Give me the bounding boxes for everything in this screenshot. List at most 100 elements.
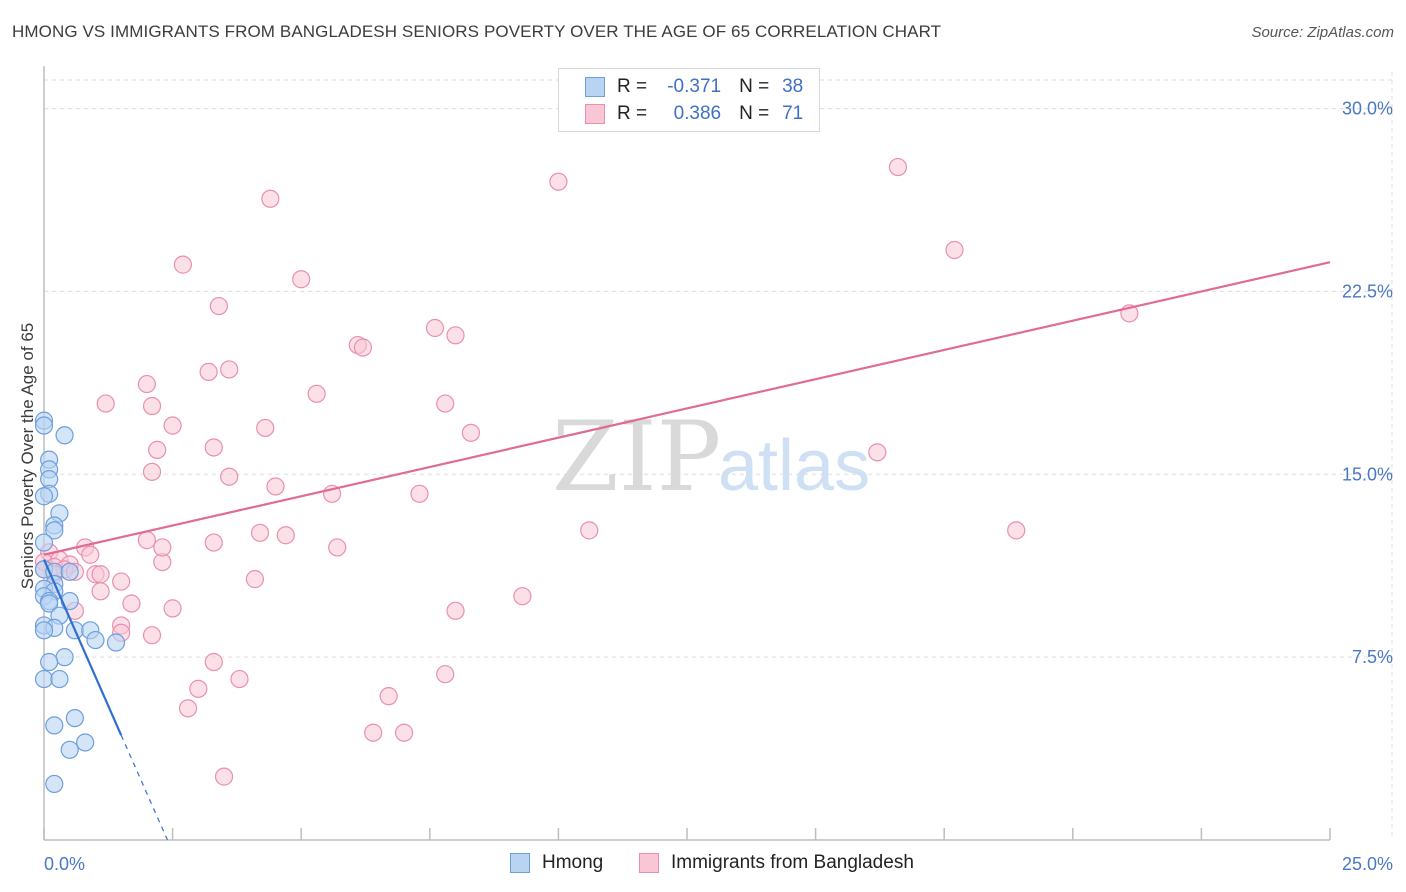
bangladesh-point	[245, 570, 265, 589]
bangladesh-point	[580, 521, 599, 540]
legend-swatch-bangladesh	[639, 853, 659, 873]
bangladesh-point	[173, 255, 192, 274]
legend-swatch-bangladesh	[585, 104, 605, 124]
hmong-point	[45, 521, 64, 540]
x-tick-labels: 0.0% 25.0%	[44, 854, 1393, 874]
legend-label-bangladesh: Immigrants from Bangladesh	[671, 852, 914, 873]
bangladesh-point	[868, 443, 887, 462]
bangladesh-point	[91, 565, 110, 584]
bangladesh-point	[112, 572, 131, 591]
hmong-point	[86, 630, 105, 650]
legend-n-label: N =	[739, 76, 770, 97]
trend-lines	[42, 261, 1331, 841]
bangladesh-point	[292, 270, 311, 289]
bangladesh-trend-line	[43, 261, 1331, 556]
bangladesh-point	[461, 423, 481, 442]
bangladesh-point	[142, 626, 162, 645]
hmong-point	[34, 487, 54, 506]
bangladesh-point	[425, 318, 445, 338]
bangladesh-point	[446, 601, 465, 620]
hmong-point	[76, 733, 95, 752]
hmong-trend-extension	[120, 734, 169, 841]
legend-row-bangladesh: R = 0.386 N = 71	[559, 101, 803, 127]
bangladesh-point	[122, 594, 141, 613]
bangladesh-point	[142, 462, 162, 481]
hmong-point	[34, 533, 54, 552]
bangladesh-point	[353, 338, 373, 357]
bangladesh-point	[148, 440, 167, 460]
y-tick-label: 15.0%	[1342, 464, 1393, 484]
watermark-atlas: atlas	[718, 426, 870, 506]
bangladesh-point	[220, 360, 239, 379]
bangladesh-point	[1007, 521, 1026, 540]
hmong-point	[60, 562, 79, 581]
bangladesh-point	[446, 326, 465, 345]
bangladesh-point	[394, 723, 414, 742]
bangladesh-point	[379, 687, 398, 706]
chart-title: HMONG VS IMMIGRANTS FROM BANGLADESH SENI…	[12, 22, 942, 41]
bangladesh-point	[250, 523, 270, 542]
hmong-trend-line	[42, 559, 123, 736]
hmong-point	[106, 633, 126, 652]
y-axis-label: Seniors Poverty Over the Age of 65	[18, 323, 37, 589]
hmong-point	[45, 716, 64, 735]
hmong-point	[60, 740, 79, 759]
bangladesh-point	[261, 189, 280, 208]
hmong-point	[45, 774, 64, 794]
x-tick-label: 0.0%	[44, 854, 85, 874]
bangladesh-point	[307, 384, 326, 403]
bangladesh-point	[91, 582, 110, 601]
y-tick-labels: 7.5% 15.0% 22.5% 30.0%	[1342, 99, 1393, 668]
hmong-point	[34, 621, 54, 640]
bangladesh-point	[256, 418, 275, 438]
legend-r-label: R =	[617, 76, 648, 97]
y-tick-label: 22.5%	[1342, 281, 1393, 301]
legend-n-label: N =	[739, 103, 770, 124]
bangladesh-point	[178, 699, 198, 718]
legend-r-value: 0.386	[673, 103, 722, 124]
watermark-zip: ZIP	[552, 401, 721, 513]
bangladesh-point	[209, 296, 228, 316]
hmong-point	[65, 708, 84, 728]
bangladesh-point	[513, 587, 532, 606]
grid-lines	[44, 72, 1393, 840]
bangladesh-point	[410, 484, 429, 503]
bangladesh-point	[214, 767, 234, 786]
bangladesh-point	[96, 394, 115, 413]
bangladesh-point	[153, 538, 172, 557]
bangladesh-point	[276, 526, 295, 545]
legend-item-hmong: Hmong	[510, 852, 603, 874]
legend-label-hmong: Hmong	[542, 852, 604, 873]
hmong-point	[55, 426, 74, 445]
bangladesh-point	[189, 679, 208, 698]
legend-n-value: 38	[782, 76, 804, 97]
legend-n-value: 71	[782, 103, 804, 124]
bangladesh-point	[81, 545, 100, 564]
x-tick-label: 25.0%	[1342, 854, 1393, 874]
bangladesh-point	[137, 531, 156, 550]
series-legend: Hmong Immigrants from Bangladesh	[0, 852, 1406, 878]
bangladesh-point	[266, 477, 285, 496]
bangladesh-point	[549, 172, 568, 191]
bangladesh-point	[436, 665, 455, 684]
bangladesh-point	[204, 533, 223, 552]
hmong-point	[34, 416, 54, 435]
source-label: Source: ZipAtlas.com	[1251, 24, 1394, 41]
bangladesh-point	[220, 467, 239, 486]
bangladesh-point	[199, 362, 218, 381]
legend-row-hmong: R = -0.371 N = 38	[559, 74, 803, 100]
bangladesh-point	[328, 538, 347, 557]
legend-r-label: R =	[617, 103, 648, 124]
bangladesh-point	[230, 669, 249, 689]
hmong-point	[55, 648, 74, 667]
legend-swatch-hmong	[585, 77, 605, 97]
legend-item-bangladesh: Immigrants from Bangladesh	[639, 852, 914, 874]
y-tick-label: 30.0%	[1342, 99, 1393, 119]
hmong-point	[34, 669, 54, 689]
y-tick-label: 7.5%	[1352, 647, 1393, 667]
bangladesh-point	[142, 396, 162, 416]
legend-swatch-hmong	[510, 853, 530, 873]
bangladesh-point	[945, 240, 964, 260]
bangladesh-point	[163, 416, 182, 435]
